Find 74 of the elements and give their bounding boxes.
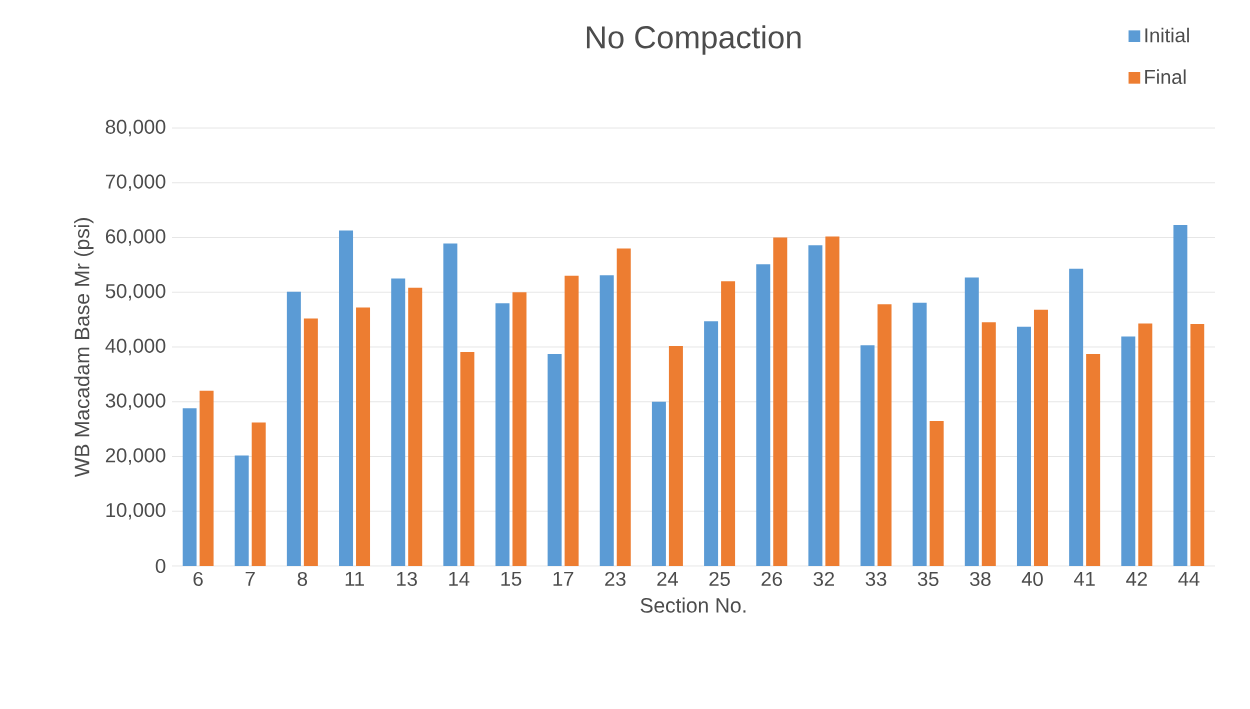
legend-label: Initial xyxy=(1145,27,1189,43)
bar xyxy=(877,304,892,566)
bar xyxy=(1069,268,1084,566)
x-axis-title: Section No. xyxy=(640,597,746,613)
x-tick-label: 35 xyxy=(917,571,939,587)
x-tick-label: 11 xyxy=(345,571,364,586)
bar xyxy=(443,243,458,566)
bar xyxy=(356,307,371,566)
x-tick-label: 15 xyxy=(501,571,522,586)
bar xyxy=(825,236,840,566)
x-tick-label: 40 xyxy=(1021,571,1043,587)
bar xyxy=(1138,323,1153,566)
x-tick-label: 38 xyxy=(969,571,991,587)
x-tick-label: 6 xyxy=(193,571,203,587)
bar xyxy=(929,420,944,566)
bar xyxy=(704,321,719,566)
bar xyxy=(808,245,823,566)
bar xyxy=(391,278,406,566)
bar xyxy=(981,322,996,566)
bar xyxy=(460,351,475,566)
y-tick-label: 60,000 xyxy=(105,229,166,246)
bar xyxy=(1121,336,1136,566)
x-tick-label: 42 xyxy=(1126,571,1147,586)
bar xyxy=(182,408,197,566)
bar xyxy=(599,275,614,566)
y-tick-label: 50,000 xyxy=(105,283,166,301)
bar xyxy=(912,302,927,566)
bar xyxy=(1086,354,1101,566)
bar xyxy=(616,248,631,566)
bar xyxy=(1190,324,1205,566)
bar xyxy=(1033,309,1048,566)
bar xyxy=(721,281,736,566)
bar xyxy=(1173,224,1188,566)
y-tick-label: 10,000 xyxy=(106,502,166,520)
chart-title: No Compaction xyxy=(586,25,801,55)
bar xyxy=(199,390,214,566)
bar xyxy=(964,277,979,566)
bar xyxy=(408,287,423,566)
x-tick-label: 25 xyxy=(709,571,730,587)
x-tick-label: 13 xyxy=(397,571,417,587)
legend-label: Final xyxy=(1145,69,1186,85)
x-tick-label: 41 xyxy=(1073,571,1095,586)
y-tick-label: 80,000 xyxy=(105,119,166,137)
bar xyxy=(286,291,301,566)
bar xyxy=(547,354,562,566)
x-tick-label: 44 xyxy=(1178,571,1200,586)
x-tick-label: 23 xyxy=(605,571,626,587)
y-tick-label: 70,000 xyxy=(105,174,166,192)
y-tick-label: 20,000 xyxy=(105,448,166,465)
x-tick-label: 32 xyxy=(813,571,834,587)
bar xyxy=(564,275,579,566)
x-tick-label: 8 xyxy=(297,571,308,587)
x-tick-label: 7 xyxy=(245,571,255,586)
x-tick-label: 24 xyxy=(657,571,678,586)
x-tick-label: 14 xyxy=(449,571,470,586)
x-tick-label: 17 xyxy=(553,571,574,586)
bar xyxy=(651,401,666,566)
bar xyxy=(1016,326,1031,566)
bar xyxy=(339,230,354,566)
bar xyxy=(860,345,875,566)
bar xyxy=(234,455,249,566)
bar xyxy=(303,318,318,566)
y-axis-title: WB Macadam Base Mr (psi) xyxy=(74,218,94,478)
bar xyxy=(251,422,266,566)
bar xyxy=(773,237,788,566)
x-tick-label: 26 xyxy=(761,571,782,587)
y-tick-label: 40,000 xyxy=(105,338,166,356)
bar xyxy=(756,264,771,566)
bar xyxy=(512,292,527,566)
y-tick-label: 30,000 xyxy=(105,393,166,411)
y-tick-label: 0 xyxy=(155,558,166,574)
bar xyxy=(668,345,683,566)
x-tick-label: 33 xyxy=(865,571,887,587)
bar xyxy=(495,303,510,566)
